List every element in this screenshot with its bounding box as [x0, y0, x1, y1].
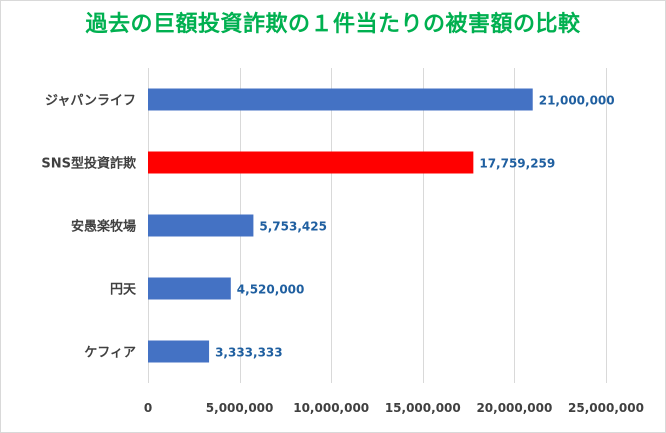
x-tick-label: 10,000,000	[293, 401, 369, 415]
bar	[148, 88, 533, 111]
data-label: 3,333,333	[215, 346, 283, 360]
category-label: ケフィア	[84, 346, 136, 361]
x-tick-label: 0	[144, 401, 152, 415]
category-label: SNS型投資詐欺	[41, 156, 136, 172]
category-label: 円天	[110, 283, 137, 298]
category-label: ジャパンライフ	[45, 94, 136, 109]
data-label: 21,000,000	[539, 94, 615, 108]
bars	[148, 88, 533, 363]
bar	[148, 214, 254, 237]
data-label: 17,759,259	[479, 157, 555, 171]
x-tick-label: 5,000,000	[206, 401, 274, 415]
x-tick-label: 15,000,000	[385, 401, 461, 415]
bar	[148, 277, 231, 300]
category-label: 安愚楽牧場	[71, 219, 136, 235]
bar	[148, 340, 210, 363]
x-tick-label: 25,000,000	[568, 401, 644, 415]
value-labels: 21,000,000 17,759,259 5,753,425 4,520,000 3,…	[215, 94, 615, 360]
chart-title: 過去の巨額投資詐欺の１件当たりの被害額の比較	[85, 12, 581, 37]
bar	[148, 151, 474, 174]
data-label: 4,520,000	[237, 283, 305, 297]
x-tick-labels: 0 5,000,000 10,000,000 15,000,000 20,000,000…	[144, 401, 644, 415]
x-tick-label: 20,000,000	[476, 401, 552, 415]
data-label: 5,753,425	[259, 220, 327, 234]
